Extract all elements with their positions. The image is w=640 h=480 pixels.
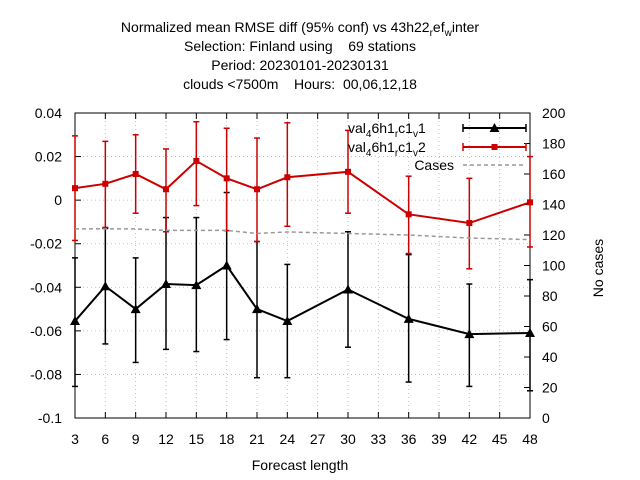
x-tick-label: 27 bbox=[310, 431, 326, 447]
legend-label-series-2: val46h1rc1v2 bbox=[348, 139, 426, 159]
series-2-point bbox=[527, 199, 533, 206]
series-1-point bbox=[130, 304, 141, 314]
tick-layer: 3 6 9 12 15 18 21 24 27 30 33 36 39 42 45 480.040.020-0… bbox=[30, 105, 565, 447]
y-tick-label: 0 bbox=[54, 192, 62, 208]
title-line-3: Period: 20230101-20230131 bbox=[211, 57, 389, 73]
series-2-point bbox=[466, 220, 473, 227]
x-tick-label: 15 bbox=[189, 431, 205, 447]
y-tick-label: -0.04 bbox=[30, 279, 62, 295]
series-1-point bbox=[525, 328, 535, 338]
grid-layer bbox=[75, 113, 530, 418]
x-tick-label: 45 bbox=[492, 431, 508, 447]
series-1-point bbox=[282, 316, 293, 326]
y-tick-label: -0.1 bbox=[38, 410, 62, 426]
legend-marker-series-1 bbox=[489, 123, 500, 132]
x-tick-label: 24 bbox=[280, 431, 296, 447]
title-line-4: clouds <7500m Hours: 00,06,12,18 bbox=[183, 76, 417, 92]
y2-tick-label: 180 bbox=[542, 136, 566, 152]
title-line-1: Normalized mean RMSE diff (95% conf) vs … bbox=[121, 19, 479, 39]
series-2-point bbox=[254, 186, 260, 193]
y-tick-label: -0.08 bbox=[30, 366, 62, 382]
x-tick-label: 9 bbox=[132, 431, 140, 447]
series-1-point bbox=[191, 280, 202, 290]
series-1-point bbox=[343, 284, 353, 294]
series-2-point bbox=[223, 175, 230, 182]
legend: val46h1rc1v1 val46h1rc1v2 Cases bbox=[348, 120, 527, 173]
series-1-point bbox=[221, 260, 232, 270]
x-tick-label: 30 bbox=[340, 431, 356, 447]
series-2-point bbox=[132, 171, 139, 177]
legend-marker-series-2 bbox=[491, 144, 498, 150]
y2-tick-label: 100 bbox=[542, 258, 566, 274]
series-1-point bbox=[70, 316, 80, 326]
y2-axis-label: No cases bbox=[590, 239, 606, 297]
y2-tick-label: 60 bbox=[542, 319, 558, 335]
series-1-point bbox=[252, 304, 262, 314]
cases-line bbox=[75, 228, 531, 241]
y-tick-label: -0.06 bbox=[30, 323, 62, 339]
x-tick-label: 3 bbox=[71, 431, 79, 447]
x-axis-label: Forecast length bbox=[252, 457, 349, 473]
series-2-point bbox=[284, 174, 291, 181]
y2-tick-label: 20 bbox=[542, 380, 558, 396]
series-layer bbox=[70, 120, 535, 392]
series-1-point bbox=[100, 281, 111, 291]
y-tick-label: 0.02 bbox=[35, 149, 62, 165]
y-tick-label: -0.02 bbox=[30, 236, 62, 252]
series-2-point bbox=[405, 211, 412, 218]
chart-title: Normalized mean RMSE diff (95% conf) vs … bbox=[121, 19, 479, 92]
series-1-line bbox=[74, 264, 531, 336]
y2-tick-label: 80 bbox=[542, 288, 558, 304]
x-tick-label: 6 bbox=[101, 431, 109, 447]
series-1-point bbox=[464, 329, 475, 339]
x-tick-label: 21 bbox=[249, 431, 265, 447]
y2-tick-label: 160 bbox=[542, 166, 566, 182]
x-tick-label: 12 bbox=[158, 431, 174, 447]
x-tick-label: 42 bbox=[462, 431, 478, 447]
y-tick-label: 0.04 bbox=[35, 105, 62, 121]
x-tick-label: 36 bbox=[401, 431, 417, 447]
series-2-point bbox=[163, 186, 169, 193]
series-2-point bbox=[102, 180, 109, 187]
series-1-point bbox=[161, 279, 171, 289]
plot-area bbox=[74, 112, 531, 419]
series-2-point bbox=[193, 157, 200, 164]
x-tick-label: 18 bbox=[219, 431, 235, 447]
title-line-2: Selection: Finland using 69 stations bbox=[184, 38, 416, 54]
legend-label-series-1: val46h1rc1v1 bbox=[348, 120, 426, 140]
y2-tick-label: 200 bbox=[542, 105, 566, 121]
y2-tick-label: 40 bbox=[542, 349, 558, 365]
x-tick-label: 39 bbox=[431, 431, 447, 447]
series-2-point bbox=[72, 185, 78, 192]
series-1-point bbox=[403, 313, 414, 323]
y2-tick-label: 120 bbox=[542, 227, 566, 243]
x-tick-label: 48 bbox=[522, 431, 538, 447]
series-2-line bbox=[74, 159, 531, 225]
x-tick-label: 33 bbox=[371, 431, 387, 447]
y2-tick-label: 0 bbox=[542, 410, 550, 426]
y2-tick-label: 140 bbox=[542, 197, 566, 213]
series-2-point bbox=[345, 168, 351, 175]
legend-label-cases: Cases bbox=[414, 157, 454, 173]
